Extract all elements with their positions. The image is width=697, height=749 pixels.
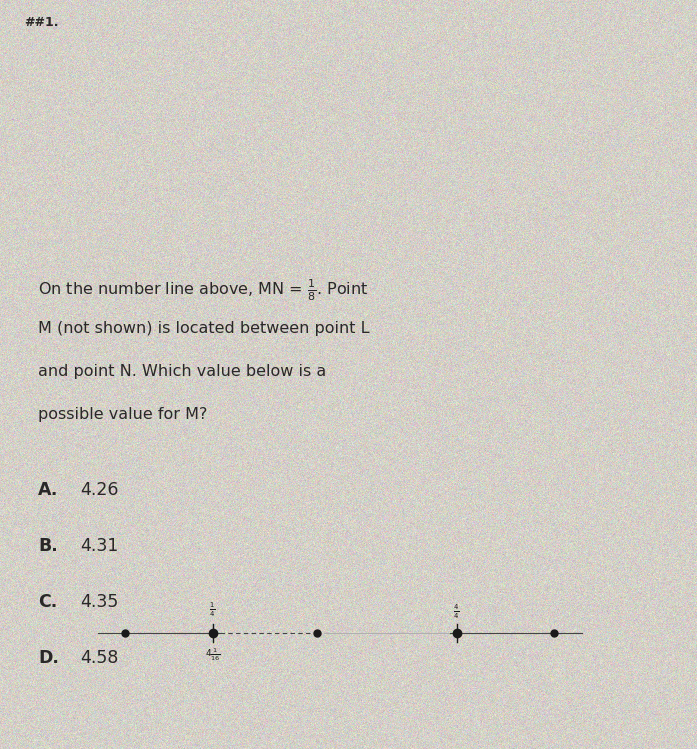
Text: 4.31: 4.31: [80, 537, 118, 555]
Text: A.: A.: [38, 481, 59, 499]
Text: B.: B.: [38, 537, 58, 555]
Text: 4.58: 4.58: [80, 649, 118, 667]
Text: D.: D.: [38, 649, 59, 667]
Text: C.: C.: [38, 593, 58, 611]
Text: $4\frac{1}{16}$: $4\frac{1}{16}$: [205, 646, 220, 663]
Text: 4.26: 4.26: [80, 481, 118, 499]
Text: M (not shown) is located between point L: M (not shown) is located between point L: [38, 321, 370, 336]
Text: 4.35: 4.35: [80, 593, 118, 611]
Text: $\frac{1}{4}$: $\frac{1}{4}$: [209, 601, 216, 619]
Text: ##1.: ##1.: [24, 16, 59, 29]
Text: and point N. Which value below is a: and point N. Which value below is a: [38, 364, 327, 379]
Text: On the number line above, MN = $\frac{1}{8}$. Point: On the number line above, MN = $\frac{1}…: [38, 277, 369, 303]
Text: $\frac{4}{4}$: $\frac{4}{4}$: [453, 603, 460, 621]
Text: possible value for M?: possible value for M?: [38, 407, 208, 422]
